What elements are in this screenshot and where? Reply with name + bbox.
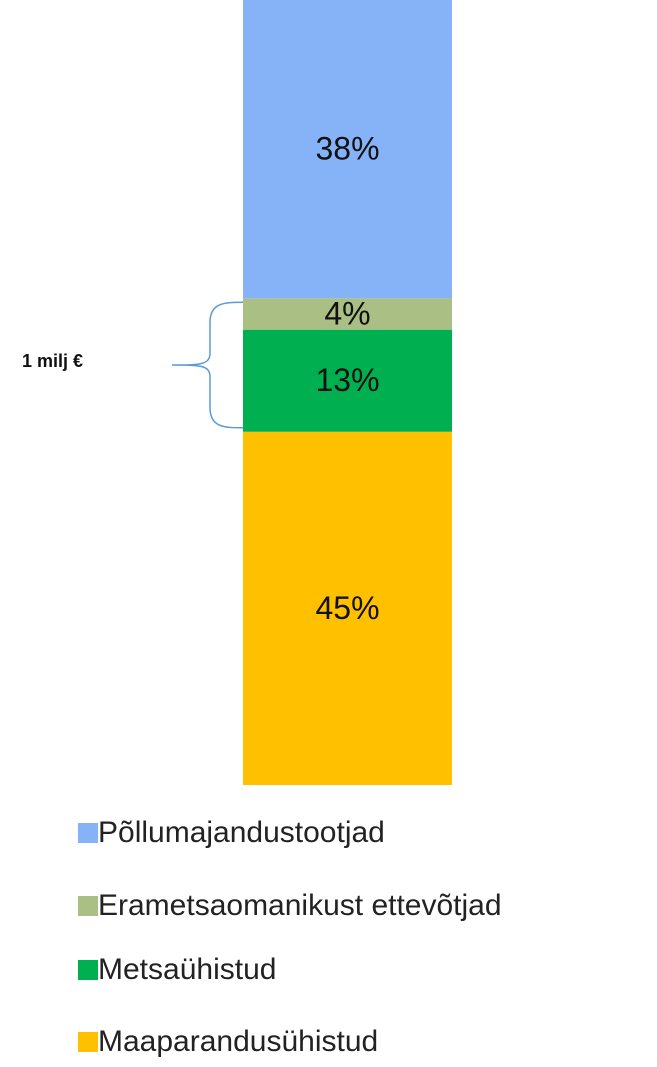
- brace: [171, 301, 244, 429]
- legend-label: Erametsaomanikust ettevõtjad: [98, 889, 502, 922]
- bar-segment: [243, 431, 452, 785]
- legend-label: Põllumajandustootjad: [98, 816, 385, 849]
- legend-swatch: [78, 960, 98, 980]
- data-label: 38%: [315, 131, 379, 167]
- legend-swatch: [78, 823, 98, 843]
- legend-label: Maaparandusühistud: [98, 1025, 378, 1058]
- bar-segment: [243, 329, 452, 432]
- data-label: 4%: [324, 295, 370, 331]
- data-label: 45%: [315, 590, 379, 626]
- bar-segment: [243, 298, 452, 330]
- data-label: 13%: [315, 362, 379, 398]
- annotation: 1 milj €: [22, 351, 83, 371]
- legend-label: Metsaühistud: [98, 953, 276, 986]
- legend-swatch: [78, 896, 98, 916]
- bar-segment: [243, 0, 452, 299]
- legend-swatch: [78, 1032, 98, 1052]
